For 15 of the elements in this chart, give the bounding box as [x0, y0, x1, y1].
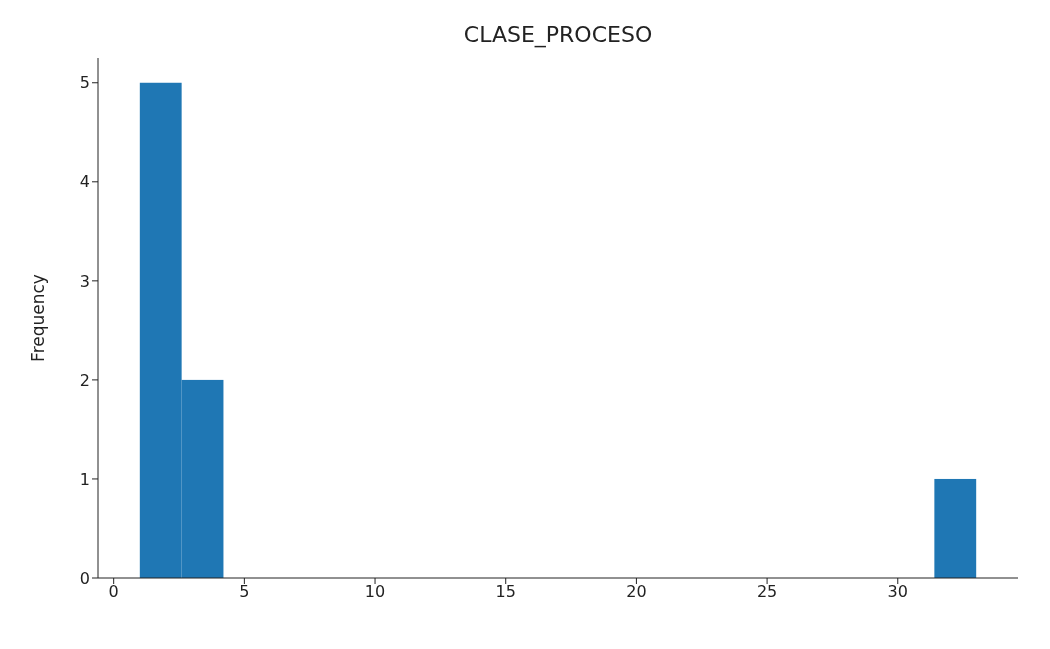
- y-tick-label: 3: [79, 271, 90, 291]
- x-tick-label: 0: [108, 582, 119, 602]
- y-tick-label: 4: [79, 172, 90, 192]
- x-tick-label: 25: [756, 582, 778, 602]
- x-tick-label: 30: [887, 582, 908, 602]
- x-tick-label: 20: [626, 582, 647, 602]
- x-tick-label: 10: [364, 582, 386, 602]
- y-tick-label: 5: [79, 73, 90, 93]
- y-tick-label: 0: [79, 568, 90, 588]
- y-axis-title: Frequency: [28, 274, 49, 362]
- x-tick-label: 15: [495, 582, 516, 602]
- y-tick-label: 1: [79, 469, 90, 489]
- y-tick-label: 2: [79, 370, 90, 390]
- chart-title: CLASE_PROCESO: [462, 22, 654, 47]
- x-tick-label: 5: [239, 582, 250, 602]
